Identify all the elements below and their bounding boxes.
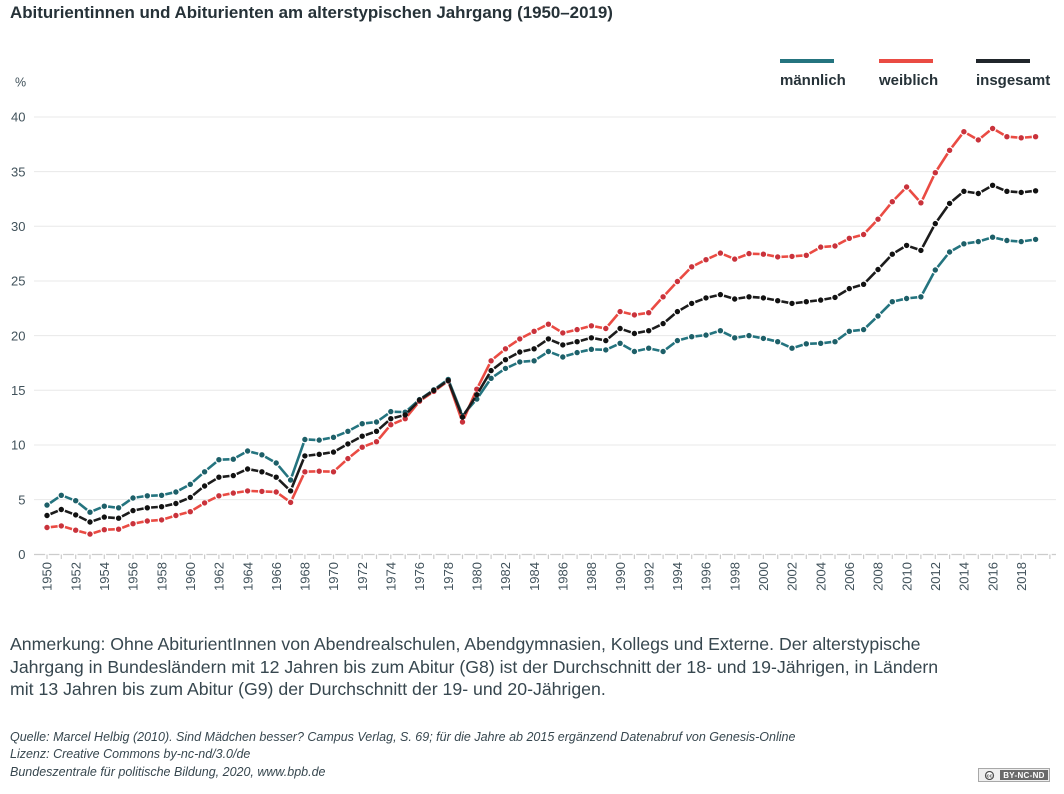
svg-text:1956: 1956 bbox=[126, 562, 141, 591]
svg-text:10: 10 bbox=[11, 438, 25, 453]
svg-text:30: 30 bbox=[11, 219, 25, 234]
svg-text:1988: 1988 bbox=[584, 562, 599, 591]
svg-text:35: 35 bbox=[11, 164, 25, 179]
svg-text:20: 20 bbox=[11, 328, 25, 343]
svg-text:40: 40 bbox=[11, 110, 25, 125]
svg-text:1992: 1992 bbox=[641, 562, 656, 591]
svg-text:1982: 1982 bbox=[498, 562, 513, 591]
svg-text:1970: 1970 bbox=[326, 562, 341, 591]
svg-text:1980: 1980 bbox=[470, 562, 485, 591]
svg-text:0: 0 bbox=[18, 547, 25, 562]
svg-text:1968: 1968 bbox=[298, 562, 313, 591]
svg-text:5: 5 bbox=[18, 492, 25, 507]
svg-text:2014: 2014 bbox=[957, 562, 972, 591]
svg-text:1984: 1984 bbox=[527, 562, 542, 591]
svg-text:25: 25 bbox=[11, 274, 25, 289]
svg-text:2012: 2012 bbox=[928, 562, 943, 591]
svg-text:%: % bbox=[15, 76, 26, 90]
svg-text:1950: 1950 bbox=[40, 562, 55, 591]
svg-text:1972: 1972 bbox=[355, 562, 370, 591]
svg-text:1962: 1962 bbox=[212, 562, 227, 591]
svg-text:2004: 2004 bbox=[813, 562, 828, 591]
svg-text:1974: 1974 bbox=[384, 562, 399, 591]
svg-text:1998: 1998 bbox=[727, 562, 742, 591]
svg-text:1994: 1994 bbox=[670, 562, 685, 591]
svg-text:2006: 2006 bbox=[842, 562, 857, 591]
svg-text:1966: 1966 bbox=[269, 562, 284, 591]
svg-text:1952: 1952 bbox=[68, 562, 83, 591]
svg-text:2010: 2010 bbox=[899, 562, 914, 591]
svg-text:1978: 1978 bbox=[441, 562, 456, 591]
svg-text:1958: 1958 bbox=[154, 562, 169, 591]
svg-text:cc: cc bbox=[986, 773, 992, 779]
svg-text:1976: 1976 bbox=[412, 562, 427, 591]
svg-text:2008: 2008 bbox=[871, 562, 886, 591]
svg-text:15: 15 bbox=[11, 383, 25, 398]
svg-text:2018: 2018 bbox=[1014, 562, 1029, 591]
svg-text:1986: 1986 bbox=[556, 562, 571, 591]
svg-text:1964: 1964 bbox=[240, 562, 255, 591]
svg-text:1960: 1960 bbox=[183, 562, 198, 591]
svg-text:2002: 2002 bbox=[785, 562, 800, 591]
svg-text:1954: 1954 bbox=[97, 562, 112, 591]
svg-text:2016: 2016 bbox=[985, 562, 1000, 591]
svg-text:2000: 2000 bbox=[756, 562, 771, 591]
svg-text:1996: 1996 bbox=[699, 562, 714, 591]
svg-text:1990: 1990 bbox=[613, 562, 628, 591]
